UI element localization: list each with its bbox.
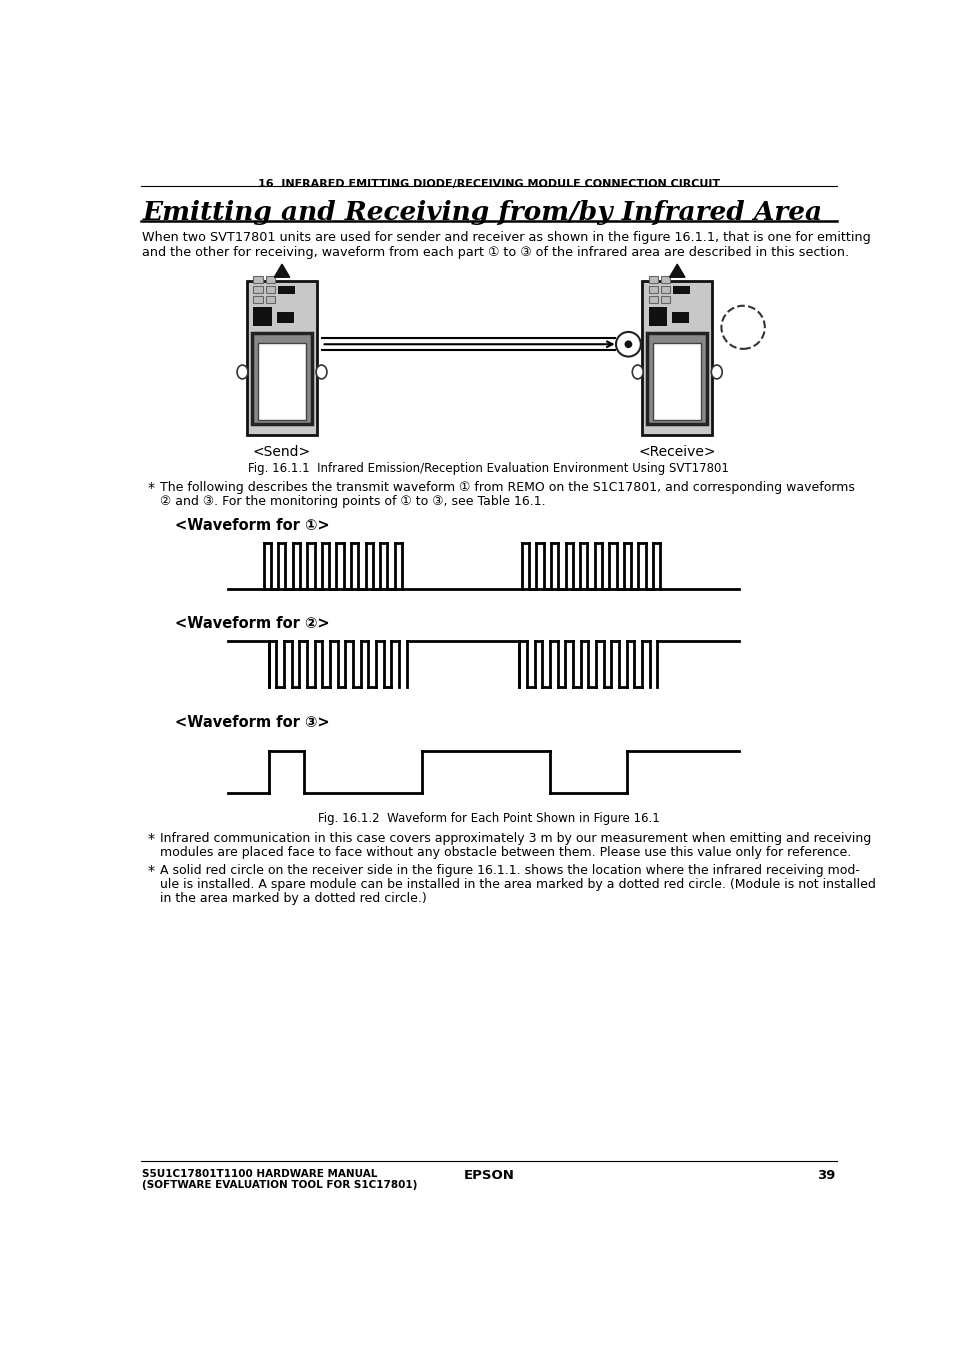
Ellipse shape — [236, 365, 248, 379]
Circle shape — [720, 306, 764, 349]
Bar — [641, 282, 711, 435]
Text: *: * — [147, 864, 154, 878]
Text: Fig. 16.1.2  Waveform for Each Point Shown in Figure 16.1: Fig. 16.1.2 Waveform for Each Point Show… — [317, 813, 659, 825]
Circle shape — [624, 341, 632, 348]
Bar — [257, 342, 306, 419]
Bar — [648, 307, 666, 326]
Bar — [671, 311, 688, 322]
Text: *: * — [147, 832, 154, 845]
Text: A solid red circle on the receiver side in the figure 16.1.1. shows the location: A solid red circle on the receiver side … — [159, 864, 859, 878]
Bar — [266, 286, 274, 293]
Text: Emitting and Receiving from/by Infrared Area: Emitting and Receiving from/by Infrared … — [142, 201, 821, 225]
Text: (SOFTWARE EVALUATION TOOL FOR S1C17801): (SOFTWARE EVALUATION TOOL FOR S1C17801) — [142, 1180, 417, 1190]
Ellipse shape — [632, 365, 642, 379]
Text: EPSON: EPSON — [463, 1169, 514, 1182]
Polygon shape — [274, 264, 290, 278]
Bar — [247, 282, 316, 435]
Bar — [253, 276, 262, 283]
Bar — [253, 307, 272, 326]
Polygon shape — [669, 264, 684, 278]
Text: <Waveform for ②>: <Waveform for ②> — [174, 616, 330, 631]
Bar — [660, 276, 670, 283]
Text: ule is installed. A spare module can be installed in the area marked by a dotted: ule is installed. A spare module can be … — [159, 878, 875, 891]
Text: Infrared communication in this case covers approximately 3 m by our measurement : Infrared communication in this case cove… — [159, 832, 870, 845]
Circle shape — [616, 332, 640, 357]
Text: *: * — [147, 481, 154, 495]
Bar — [266, 295, 274, 303]
Ellipse shape — [315, 365, 327, 379]
Bar — [653, 342, 700, 419]
Text: <Waveform for ③>: <Waveform for ③> — [174, 714, 330, 729]
Bar — [276, 311, 294, 322]
Bar — [648, 286, 658, 293]
Bar — [660, 286, 670, 293]
Bar — [278, 286, 294, 294]
Text: 16  INFRARED EMITTING DIODE/RECEIVING MODULE CONNECTION CIRCUIT: 16 INFRARED EMITTING DIODE/RECEIVING MOD… — [257, 179, 720, 189]
Text: Fig. 16.1.1  Infrared Emission/Reception Evaluation Environment Using SVT17801: Fig. 16.1.1 Infrared Emission/Reception … — [248, 462, 729, 474]
Bar — [648, 276, 658, 283]
Text: ② and ③. For the monitoring points of ① to ③, see Table 16.1.: ② and ③. For the monitoring points of ① … — [159, 495, 544, 508]
Text: <Receive>: <Receive> — [638, 445, 716, 460]
Text: <Send>: <Send> — [253, 445, 311, 460]
Bar — [673, 286, 690, 294]
Bar — [253, 295, 262, 303]
Bar — [660, 295, 670, 303]
Bar — [252, 333, 312, 423]
Bar — [253, 286, 262, 293]
Text: <Waveform for ①>: <Waveform for ①> — [174, 518, 330, 532]
Text: modules are placed face to face without any obstacle between them. Please use th: modules are placed face to face without … — [159, 845, 850, 859]
Text: When two SVT17801 units are used for sender and receiver as shown in the figure : When two SVT17801 units are used for sen… — [142, 231, 870, 259]
Text: S5U1C17801T1100 HARDWARE MANUAL: S5U1C17801T1100 HARDWARE MANUAL — [142, 1169, 377, 1180]
Ellipse shape — [711, 365, 721, 379]
Bar — [266, 276, 274, 283]
Text: The following describes the transmit waveform ① from REMO on the S1C17801, and c: The following describes the transmit wav… — [159, 481, 854, 495]
Bar — [646, 333, 707, 423]
Text: in the area marked by a dotted red circle.): in the area marked by a dotted red circl… — [159, 892, 426, 905]
Bar — [648, 295, 658, 303]
Text: 39: 39 — [816, 1169, 835, 1182]
